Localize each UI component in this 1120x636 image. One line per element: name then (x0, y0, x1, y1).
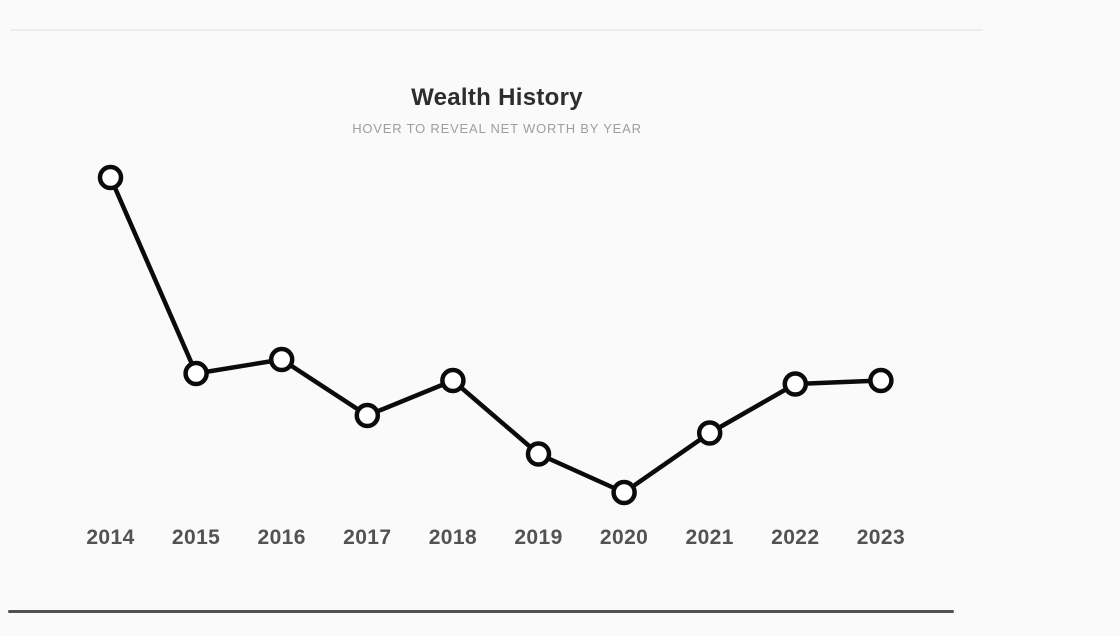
chart-point-2015[interactable] (183, 360, 209, 387)
chart-point-2017[interactable] (354, 402, 381, 429)
bottom-divider (8, 610, 954, 613)
chart-point-2020[interactable] (611, 479, 637, 506)
chart-point-2016[interactable] (268, 346, 295, 373)
chart-point-2019[interactable] (525, 441, 552, 467)
chart-point-2023[interactable] (868, 367, 894, 394)
chart-subtitle: HOVER TO REVEAL NET WORTH BY YEAR (352, 121, 642, 136)
chart-title: Wealth History (411, 84, 583, 111)
top-divider (10, 29, 983, 31)
chart-point-2021[interactable] (696, 420, 723, 446)
chart-point-2018[interactable] (440, 367, 466, 394)
chart-point-2022[interactable] (782, 371, 809, 397)
chart-header: Wealth History HOVER TO REVEAL NET WORTH… (0, 84, 994, 136)
wealth-line (108, 175, 884, 495)
chart-point-2014[interactable] (97, 164, 124, 191)
